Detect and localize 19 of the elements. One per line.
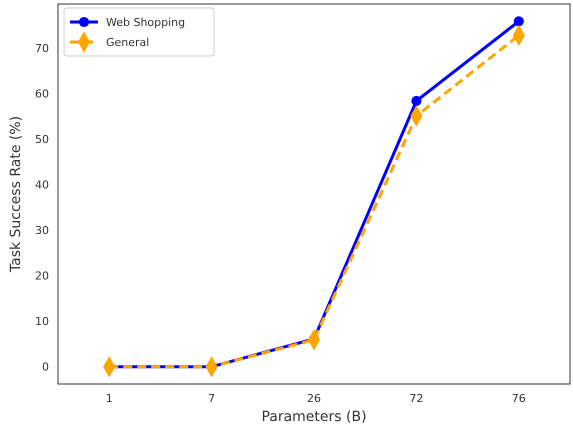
y-tick-label: 0 [42, 360, 49, 374]
y-tick-label: 70 [35, 42, 49, 55]
y-tick-label: 50 [35, 133, 49, 146]
point [514, 16, 524, 26]
y-tick-label: 30 [35, 224, 49, 238]
point [411, 96, 422, 106]
y-tick-label: 20 [35, 270, 49, 283]
y-axis-title: Task Success Rate (%) [8, 116, 24, 274]
x-tick-label: 7 [208, 392, 216, 405]
x-tick-label: 1 [106, 392, 113, 405]
legend-label: General [106, 36, 150, 49]
x-tick-label: 26 [307, 392, 321, 405]
y-tick-label: 60 [35, 88, 49, 101]
y-tick-label: 10 [35, 315, 49, 328]
x-tick-label: 72 [409, 392, 424, 405]
y-tick-label: 40 [35, 178, 49, 192]
legend-label: Web Shopping [106, 16, 186, 29]
x-axis-title: Parameters (B) [261, 409, 367, 425]
x-tick-label: 76 [512, 392, 526, 405]
